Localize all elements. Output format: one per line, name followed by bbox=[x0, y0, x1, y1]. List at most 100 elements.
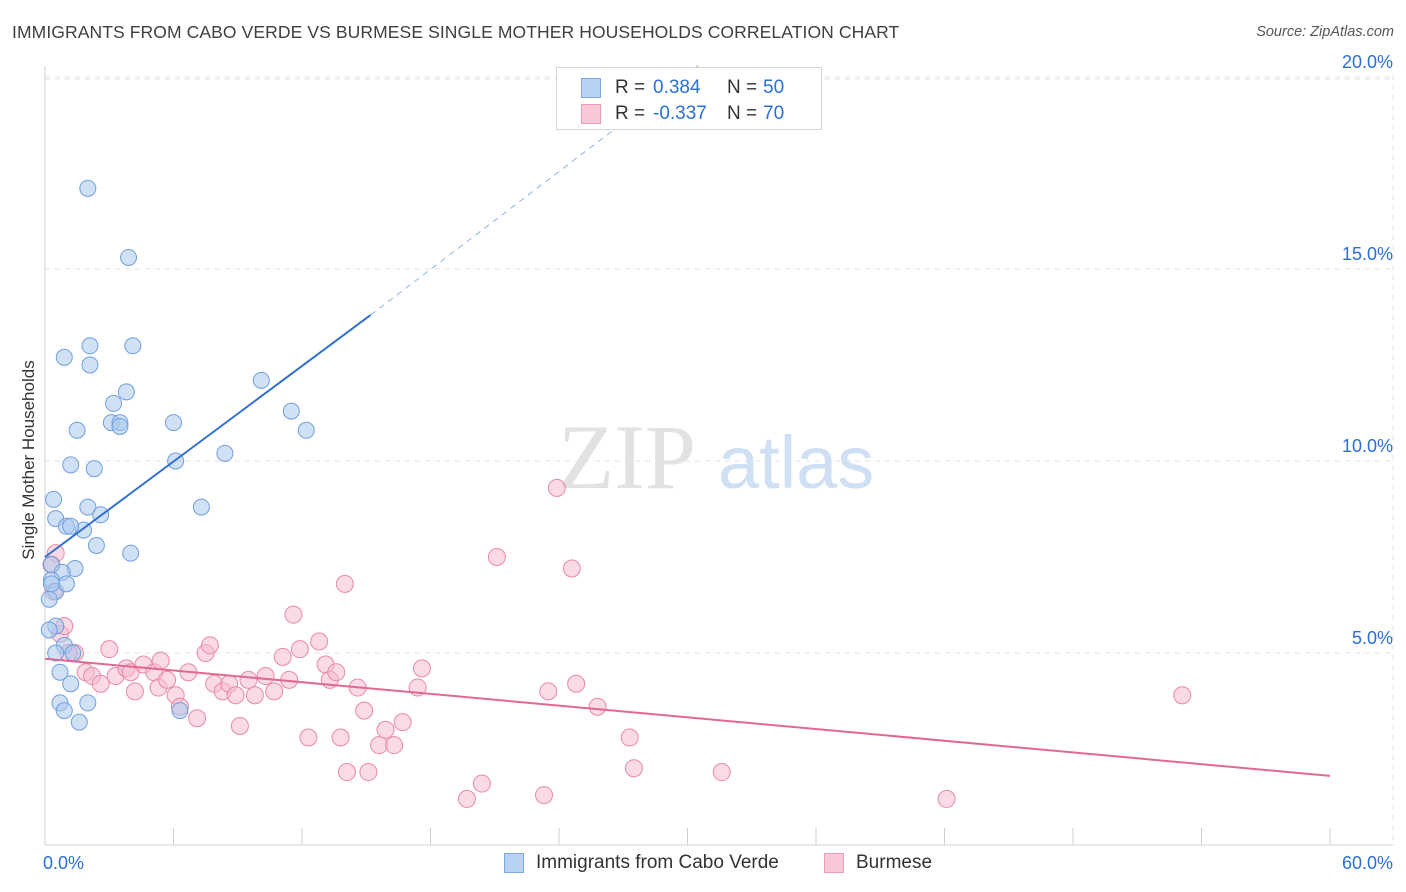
cabo-verde-point bbox=[51, 663, 69, 681]
burmese-point bbox=[100, 640, 119, 659]
cabo-verde-point bbox=[124, 337, 142, 355]
cabo-verde-point bbox=[297, 421, 315, 439]
legend-swatch-burmese bbox=[581, 104, 601, 124]
burmese-point bbox=[567, 674, 586, 693]
cabo-verde-point bbox=[165, 414, 182, 432]
cabo-verde-point bbox=[55, 702, 73, 720]
cabo-verde-points bbox=[40, 179, 315, 731]
source-label: Source: ZipAtlas.com bbox=[1256, 24, 1394, 40]
burmese-point bbox=[385, 736, 404, 755]
y-tick-label: 20.0% bbox=[1342, 52, 1393, 72]
legend-n-value: 70 bbox=[763, 103, 785, 124]
legend-row-cabo-verde: R = 0.384 N = 50 bbox=[581, 75, 784, 101]
cabo-verde-point bbox=[62, 517, 80, 535]
burmese-point bbox=[327, 663, 346, 682]
burmese-point bbox=[1173, 686, 1192, 705]
cabo-verde-point bbox=[81, 356, 99, 374]
cabo-verde-point bbox=[45, 490, 63, 508]
burmese-point bbox=[712, 763, 731, 782]
burmese-point bbox=[393, 713, 412, 732]
burmese-point bbox=[290, 640, 309, 659]
cabo-verde-point bbox=[62, 675, 80, 693]
burmese-point bbox=[265, 682, 284, 701]
burmese-point bbox=[226, 686, 245, 705]
y-axis-title: Single Mother Households bbox=[19, 360, 38, 559]
burmese-point bbox=[200, 636, 219, 655]
correlation-legend: R = 0.384 N = 50 R = -0.337 N = 70 bbox=[556, 67, 822, 130]
legend-swatch-cabo-verde bbox=[504, 853, 524, 873]
cabo-verde-point bbox=[87, 536, 105, 554]
cabo-verde-point bbox=[42, 575, 60, 593]
x-tick-label: 60.0% bbox=[1342, 853, 1393, 873]
cabo-verde-point bbox=[252, 371, 270, 389]
burmese-point bbox=[624, 759, 643, 778]
cabo-verde-point bbox=[120, 248, 138, 266]
cabo-verde-point bbox=[105, 394, 123, 412]
legend-r-value: 0.384 bbox=[653, 77, 701, 98]
cabo-verde-trend-line bbox=[44, 314, 372, 558]
legend-swatch-cabo-verde bbox=[581, 78, 601, 98]
legend-r-label: R = bbox=[615, 77, 646, 98]
cabo-verde-point bbox=[40, 621, 58, 639]
burmese-point bbox=[256, 667, 275, 686]
cabo-verde-point bbox=[216, 444, 234, 462]
burmese-point bbox=[355, 701, 374, 720]
burmese-point bbox=[158, 670, 177, 689]
burmese-point bbox=[370, 736, 389, 755]
legend-label-burmese: Burmese bbox=[856, 852, 933, 873]
cabo-verde-point bbox=[282, 402, 300, 420]
burmese-point bbox=[539, 682, 558, 701]
cabo-verde-point bbox=[70, 713, 88, 731]
chart-title: IMMIGRANTS FROM CABO VERDE VS BURMESE SI… bbox=[12, 22, 900, 42]
watermark-atlas: atlas bbox=[718, 421, 874, 504]
burmese-point bbox=[535, 786, 554, 805]
y-tick-label: 10.0% bbox=[1342, 436, 1393, 456]
cabo-verde-point bbox=[192, 498, 210, 516]
burmese-point bbox=[151, 651, 170, 670]
cabo-verde-point bbox=[57, 575, 75, 593]
burmese-point bbox=[91, 674, 110, 693]
burmese-point bbox=[188, 709, 207, 728]
cabo-verde-point bbox=[79, 694, 97, 712]
cabo-verde-point bbox=[122, 544, 140, 562]
burmese-point bbox=[230, 716, 249, 735]
cabo-verde-point bbox=[85, 460, 103, 478]
burmese-point bbox=[125, 682, 144, 701]
burmese-point bbox=[335, 574, 354, 593]
cabo-verde-point bbox=[68, 421, 86, 439]
burmese-point bbox=[331, 728, 350, 747]
x-tick-label: 0.0% bbox=[43, 853, 84, 873]
y-tick-label: 15.0% bbox=[1342, 244, 1393, 264]
burmese-point bbox=[239, 670, 258, 689]
burmese-point bbox=[245, 686, 264, 705]
legend-swatch-burmese bbox=[824, 853, 844, 873]
burmese-point bbox=[273, 647, 292, 666]
cabo-verde-point bbox=[40, 590, 58, 608]
burmese-point bbox=[588, 697, 607, 716]
burmese-point bbox=[937, 789, 956, 808]
burmese-point bbox=[310, 632, 329, 651]
series-legend: Immigrants from Cabo Verde Burmese bbox=[0, 852, 1406, 878]
legend-item-burmese: Burmese bbox=[824, 852, 932, 874]
cabo-verde-point bbox=[47, 644, 65, 662]
burmese-point bbox=[457, 789, 476, 808]
y-tick-label: 5.0% bbox=[1352, 628, 1393, 648]
cabo-verde-point bbox=[171, 702, 189, 720]
legend-label-cabo-verde: Immigrants from Cabo Verde bbox=[536, 852, 779, 873]
legend-r-label: R = bbox=[615, 103, 646, 124]
burmese-point bbox=[472, 774, 491, 793]
cabo-verde-point bbox=[79, 498, 97, 516]
burmese-point bbox=[487, 548, 506, 566]
legend-n-label: N = bbox=[727, 77, 758, 98]
grid-layer bbox=[45, 75, 1394, 845]
axis-layer bbox=[44, 66, 1393, 846]
cabo-verde-point bbox=[55, 348, 73, 366]
cabo-verde-point bbox=[117, 383, 135, 401]
cabo-verde-point bbox=[111, 417, 129, 435]
burmese-trend-line bbox=[44, 657, 1331, 777]
cabo-verde-point bbox=[81, 337, 99, 355]
watermark: ZIP atlas bbox=[558, 406, 874, 508]
burmese-point bbox=[376, 720, 395, 739]
axis-labels: 5.0% 10.0% 15.0% 20.0% 0.0% 60.0% Single Mothe… bbox=[19, 52, 1393, 873]
